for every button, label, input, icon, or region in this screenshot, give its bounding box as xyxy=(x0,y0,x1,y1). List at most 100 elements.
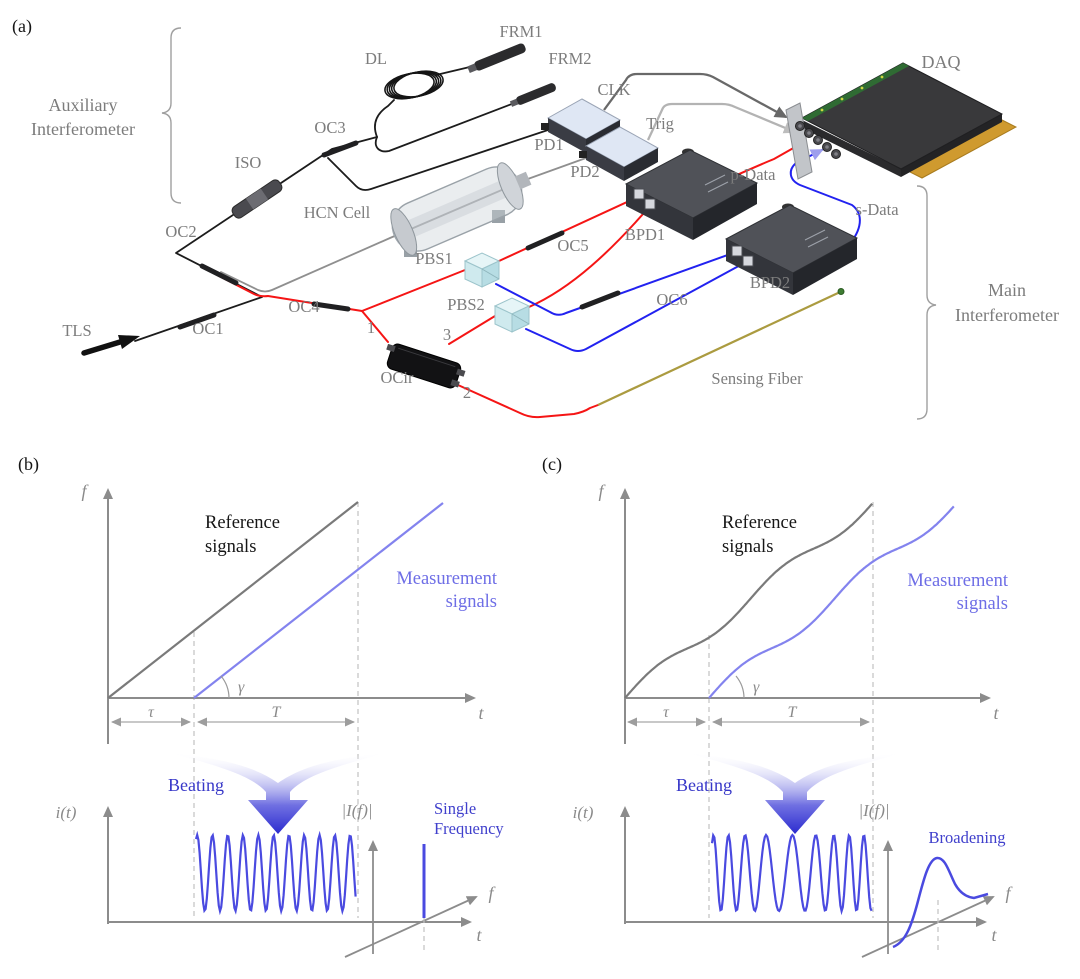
panel-b-tag: (b) xyxy=(18,454,39,475)
panel-c-fdiag-axis-label: f xyxy=(1005,883,1013,903)
fiber-to-frm2 xyxy=(374,101,518,153)
panel-c-tau-label: τ xyxy=(663,704,670,721)
frm1-mirror xyxy=(467,43,526,73)
pbs2-cube xyxy=(493,297,531,333)
panel-b-beating-arrow xyxy=(166,752,390,834)
panel-c-beating-label: Beating xyxy=(676,775,732,795)
panel-b-measurement-label-2: signals xyxy=(446,592,497,612)
panel-b-it-axis-label: i(t) xyxy=(56,803,77,822)
panel-c-annotation: Broadening xyxy=(929,828,1006,847)
panel-b-reference-label-1: Reference xyxy=(205,513,280,533)
fiber-oc4-to-pbs1 xyxy=(361,269,466,312)
auxiliary-bracket-label-1: Auxiliary xyxy=(49,95,118,115)
oc3-label: OC3 xyxy=(314,118,345,137)
couplers xyxy=(177,140,621,330)
main-bracket xyxy=(916,185,937,420)
panel-b-annotation-1: Single xyxy=(434,799,476,818)
panel-b-measurement-label-1: Measurement xyxy=(396,569,498,589)
panel-c-t2-axis-label: t xyxy=(991,925,997,945)
panel-c-fdiag-axis xyxy=(861,896,995,958)
hcn-cell xyxy=(390,162,532,257)
panel-c-reference-label-2: signals xyxy=(722,537,773,557)
oc2-label: OC2 xyxy=(165,222,196,241)
panel-b-gamma-arc xyxy=(220,675,230,699)
panel-b-fdiag-axis xyxy=(344,896,478,958)
bpd1-detector xyxy=(624,148,759,240)
panel-a: (a) Auxiliary Interferometer Main Interf… xyxy=(12,16,1059,420)
fiber-pbs2-to-bpd2 xyxy=(525,261,747,352)
dl-label: DL xyxy=(365,49,387,68)
pbs1-cube xyxy=(463,252,501,288)
oc4-coupler xyxy=(311,301,351,312)
panel-b-measurement-line xyxy=(193,502,444,699)
oc6-coupler xyxy=(579,290,621,310)
fiber-pbs1-to-bpd2 xyxy=(495,251,737,316)
daq-connectors xyxy=(795,121,841,159)
main-bracket-label-1: Main xyxy=(988,280,1026,300)
s-data-label: s-Data xyxy=(855,200,899,219)
fiber-red-paths xyxy=(218,141,806,419)
panel-c-If-axis-label: |I(f)| xyxy=(858,801,889,820)
panel-b-reference-label-2: signals xyxy=(205,537,256,557)
port1-label: 1 xyxy=(367,318,375,337)
panel-b-T-label: T xyxy=(272,704,282,721)
panel-b-t2-axis-label: t xyxy=(476,925,482,945)
panel-b-reference-line xyxy=(107,501,359,699)
panel-a-tag: (a) xyxy=(12,16,32,37)
fiber-pbs2-to-bpd1 xyxy=(528,205,651,308)
panel-c-f-axis-label: f xyxy=(598,481,606,501)
panel-c-reference-curve xyxy=(624,502,874,699)
auxiliary-bracket xyxy=(161,27,182,204)
frm2-mirror xyxy=(509,83,556,107)
s-data-cable xyxy=(789,149,861,247)
panel-c-beat-waveform xyxy=(710,832,873,916)
tls-label: TLS xyxy=(62,321,91,340)
bpd1-label: BPD1 xyxy=(625,225,665,244)
panel-c-tag: (c) xyxy=(542,454,562,475)
trig-cable xyxy=(646,102,797,141)
port2-label: 2 xyxy=(463,383,471,402)
panel-b-gamma-label: γ xyxy=(238,679,245,696)
iso-label: ISO xyxy=(235,153,262,172)
daq-bracket xyxy=(785,102,813,180)
oc1-coupler xyxy=(177,312,217,330)
bpd2-label: BPD2 xyxy=(750,273,790,292)
panel-b-annotation-2: Frequency xyxy=(434,819,504,838)
frm2-label: FRM2 xyxy=(548,49,591,68)
pd2-label: PD2 xyxy=(570,162,599,181)
tls-arrow xyxy=(81,335,140,356)
panel-b-tau-label: τ xyxy=(148,704,155,721)
panel-b-t-axis-label: t xyxy=(478,703,484,723)
panel-c-spectrum-bump xyxy=(892,856,989,949)
panel-b-fdiag-axis-label: f xyxy=(488,883,496,903)
fiber-oc4-to-ocir xyxy=(361,310,389,343)
panel-b-beating-label: Beating xyxy=(168,775,224,795)
oc5-label: OC5 xyxy=(557,236,588,255)
hcn-cell-label: HCN Cell xyxy=(304,203,371,222)
panel-c-T-label: T xyxy=(788,704,798,721)
panel-c-measurement-label-2: signals xyxy=(957,594,1008,614)
auxiliary-bracket-label-2: Interferometer xyxy=(31,119,135,139)
panel-b-f-axis-label: f xyxy=(81,481,89,501)
fiber-pbs1-to-bpd1 xyxy=(498,195,641,262)
panel-c-t-axis-label: t xyxy=(993,703,999,723)
panel-c-measurement-label-1: Measurement xyxy=(907,571,1009,591)
main-bracket-label-2: Interferometer xyxy=(955,305,1059,325)
sensing-fiber-line xyxy=(597,292,839,406)
isolator xyxy=(231,179,283,219)
fiber-ocir-to-sensing xyxy=(457,384,599,419)
panel-b-If-axis-label: |I(f)| xyxy=(341,801,372,820)
panel-c-gamma-label: γ xyxy=(753,679,760,696)
pd2-detector xyxy=(579,126,660,181)
fiber-blue-paths xyxy=(495,149,861,352)
bpd2-detector xyxy=(724,203,859,295)
clk-cable xyxy=(603,72,788,119)
fiber-to-pd1 xyxy=(327,129,549,191)
delay-line-coil xyxy=(384,70,444,100)
frm1-label: FRM1 xyxy=(499,22,542,41)
fiber-oc2-to-oc4 xyxy=(218,275,363,312)
oc5-coupler xyxy=(525,230,565,251)
panel-b-beat-waveform xyxy=(194,830,357,916)
fiber-gray-hcn-path xyxy=(220,157,587,293)
